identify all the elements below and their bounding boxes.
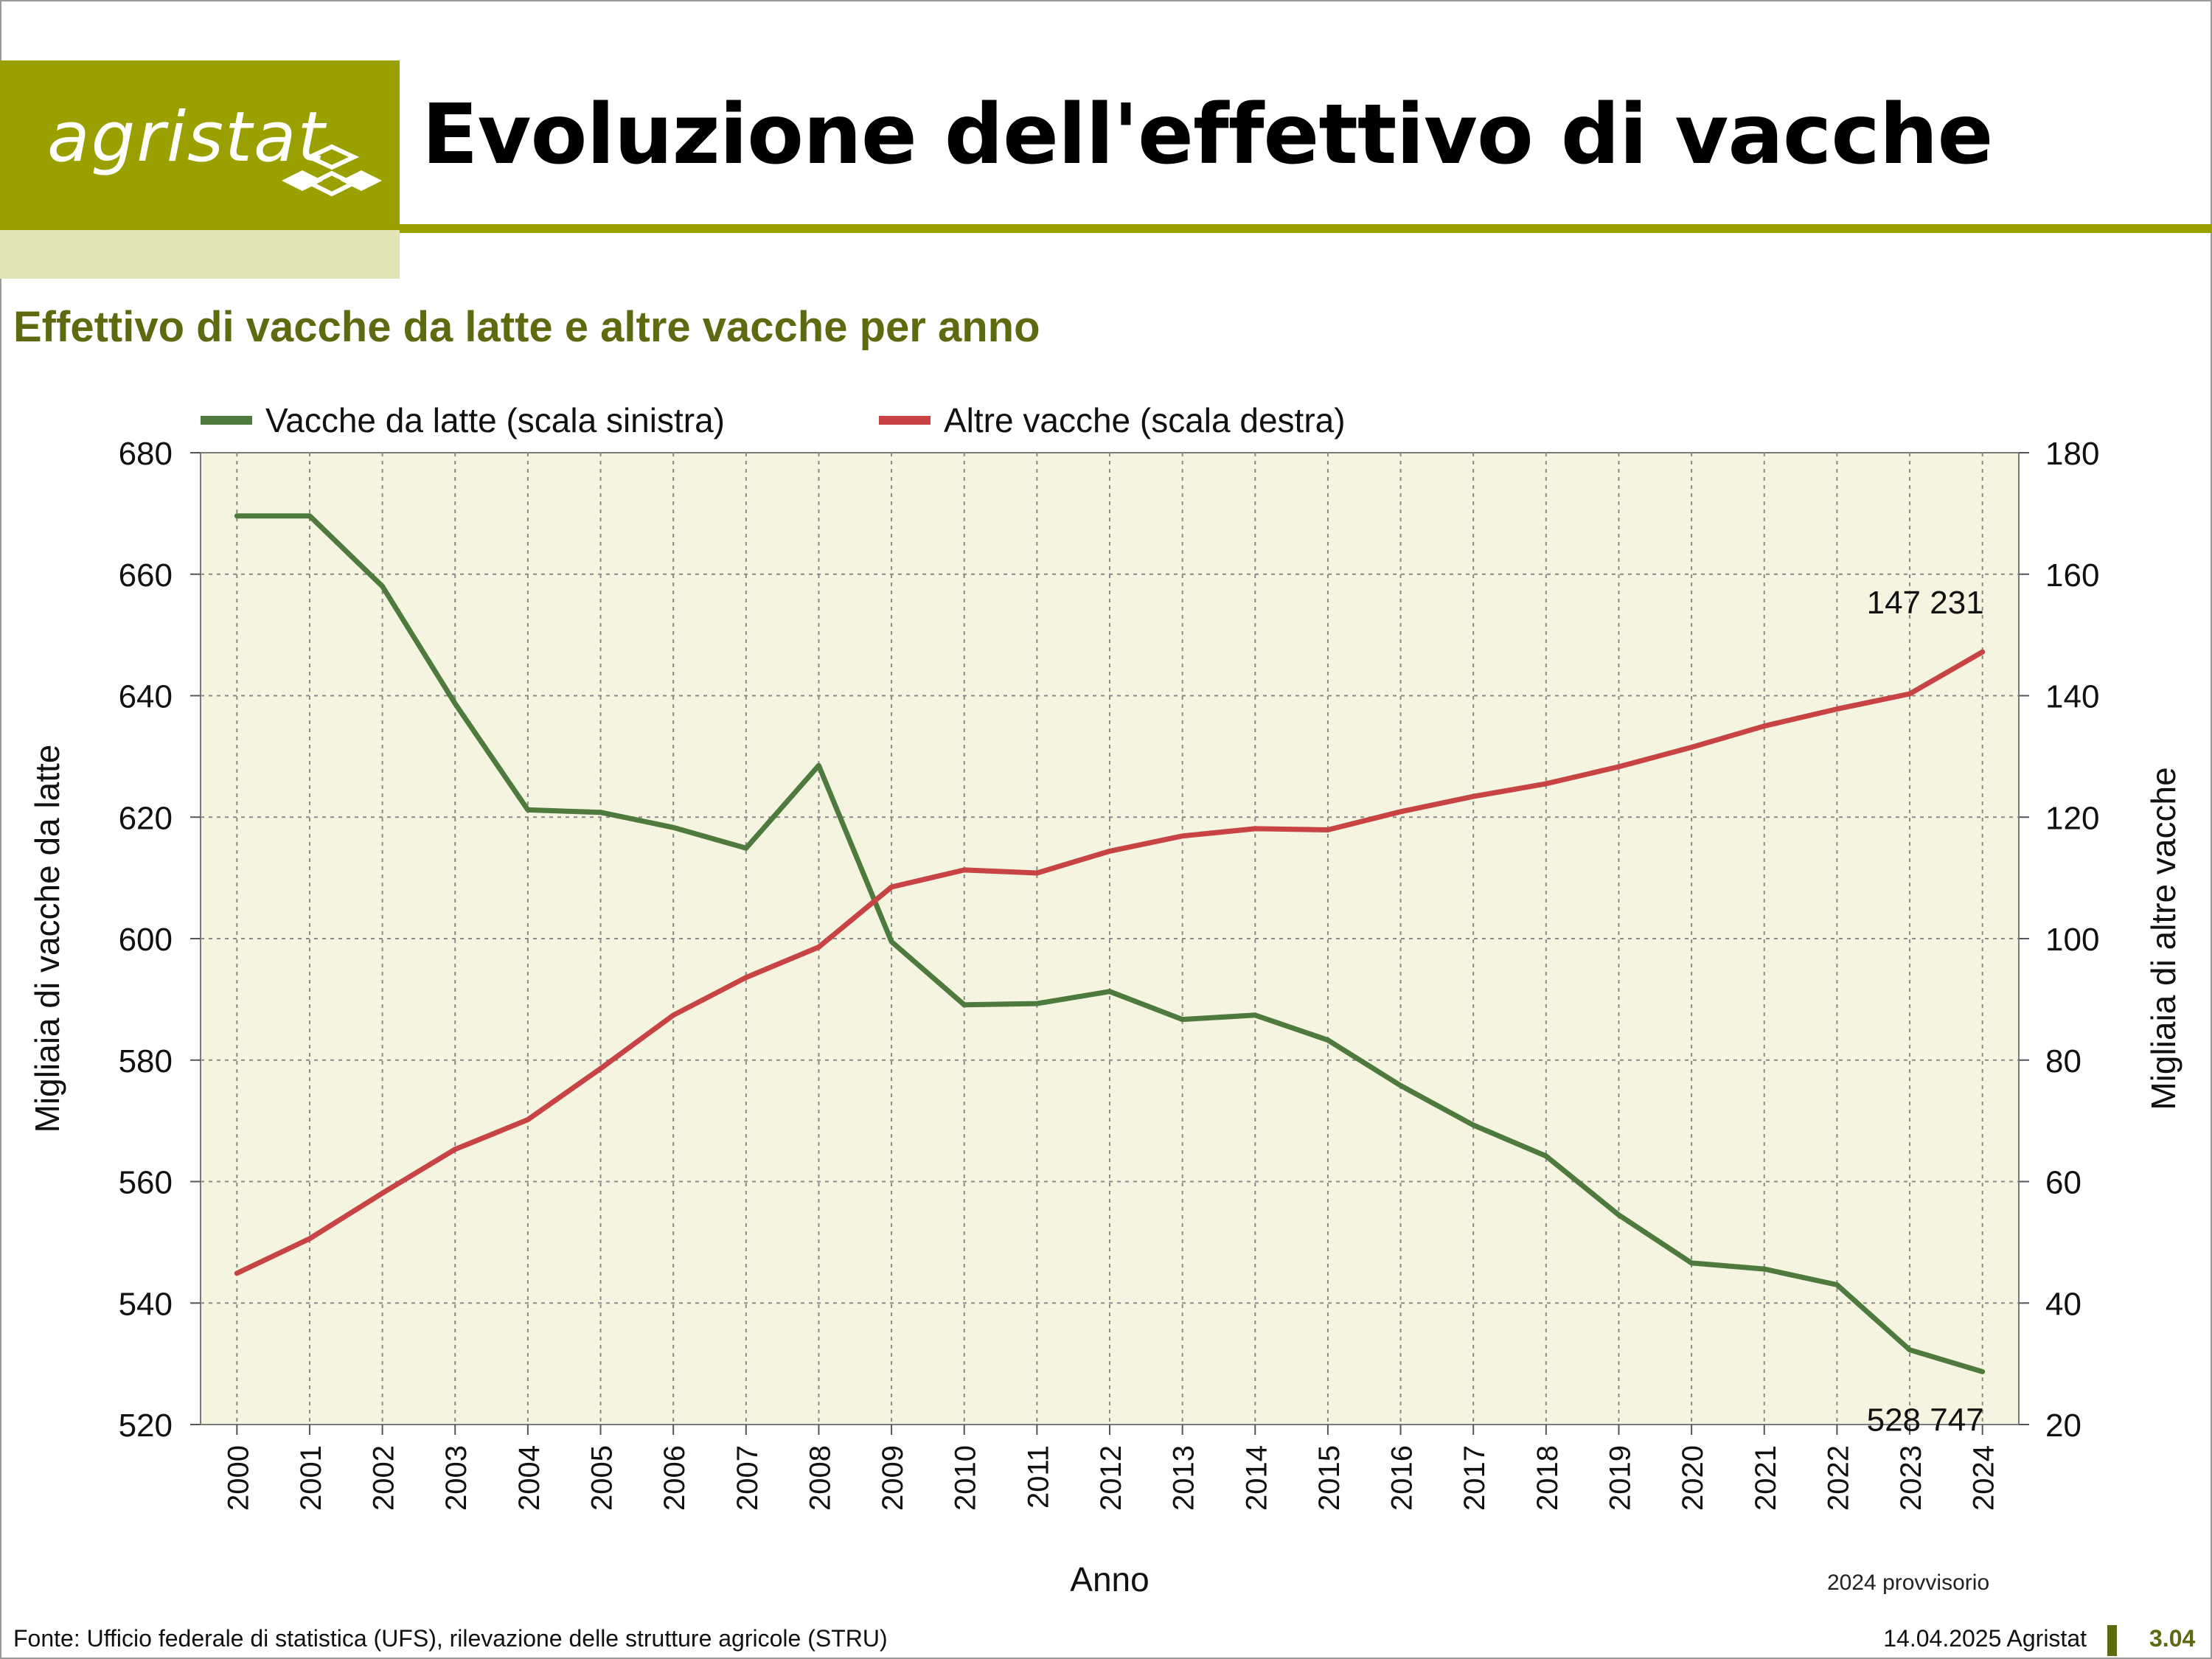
y-right-tick-label: 40 [2045,1286,2081,1322]
y-axis-left-title: Migliaia di vacche da latte [28,745,66,1133]
x-tick-label: 2017 [1458,1445,1491,1511]
x-tick-label: 2006 [658,1445,691,1511]
y-right-tick-label: 180 [2045,436,2099,472]
logo-underlay [0,230,400,279]
logo-text: agristat [47,97,327,178]
x-tick-label: 2022 [1822,1445,1854,1511]
x-tick-label: 2023 [1895,1445,1927,1511]
x-tick-label: 2010 [950,1445,982,1511]
series-line-vacche-da-latte [234,513,1986,1374]
page-title: Evoluzione dell'effettivo di vacche [422,87,1993,183]
y-left-tick-label: 520 [119,1408,173,1444]
legend-label: Altre vacche (scala destra) [944,401,1346,439]
x-tick-label: 2011 [1022,1445,1054,1509]
footer-date: 14.04.2025 Agristat [1883,1625,2087,1652]
x-tick-label: 2007 [731,1445,764,1511]
data-label: 528 747 [1867,1402,1984,1438]
y-left-tick-label: 560 [119,1165,173,1201]
x-tick-label: 2000 [222,1445,254,1511]
y-right-tick-label: 20 [2045,1408,2081,1444]
x-tick-label: 2012 [1095,1445,1127,1511]
y-right-tick-label: 80 [2045,1043,2081,1079]
legend-label: Vacche da latte (scala sinistra) [265,401,725,439]
provisional-note: 2024 provvisorio [1827,1571,1990,1595]
x-axis-title: Anno [1070,1560,1149,1599]
x-tick-label: 2014 [1240,1445,1273,1511]
x-tick-label: 2015 [1313,1445,1346,1511]
x-tick-label: 2003 [440,1445,473,1511]
footer-source: Fonte: Ufficio federale di statistica (U… [13,1625,888,1652]
x-tick-label: 2021 [1750,1445,1782,1511]
y-axis-right-title: Migliaia di altre vacche [2144,767,2183,1110]
x-tick-label: 2024 [1968,1445,2000,1511]
y-left-tick-label: 600 [119,922,173,958]
y-left-tick-label: 620 [119,800,173,836]
x-tick-label: 2008 [804,1445,836,1511]
x-tick-label: 2004 [513,1445,546,1511]
y-right-tick-label: 100 [2045,922,2099,958]
y-left-tick-label: 680 [119,436,173,472]
y-left-tick-label: 580 [119,1043,173,1079]
x-tick-label: 2020 [1677,1445,1709,1511]
x-tick-label: 2016 [1386,1445,1419,1511]
x-tick-label: 2002 [368,1445,400,1511]
y-right-tick-label: 140 [2045,679,2099,715]
x-tick-label: 2019 [1604,1445,1636,1511]
x-tick-label: 2001 [295,1445,327,1511]
y-left-tick-label: 540 [119,1286,173,1322]
y-right-tick-label: 120 [2045,800,2099,836]
title-underline [400,224,2212,233]
footer-divider [2107,1625,2117,1656]
x-tick-label: 2009 [877,1445,909,1511]
y-left-tick-label: 640 [119,679,173,715]
y-right-tick-label: 60 [2045,1165,2081,1201]
x-tick-label: 2013 [1168,1445,1200,1511]
series-line-altre-vacche [234,649,1986,1276]
y-left-tick-label: 660 [119,557,173,594]
agristat-logo-icon [282,144,382,197]
y-right-tick-label: 160 [2045,557,2099,594]
x-tick-label: 2005 [586,1445,619,1511]
chart-subtitle: Effettivo di vacche da latte e altre vac… [13,303,1040,351]
data-label: 147 231 [1867,585,1984,621]
page-number: 3.04 [2149,1625,2196,1652]
x-tick-label: 2018 [1531,1445,1564,1511]
